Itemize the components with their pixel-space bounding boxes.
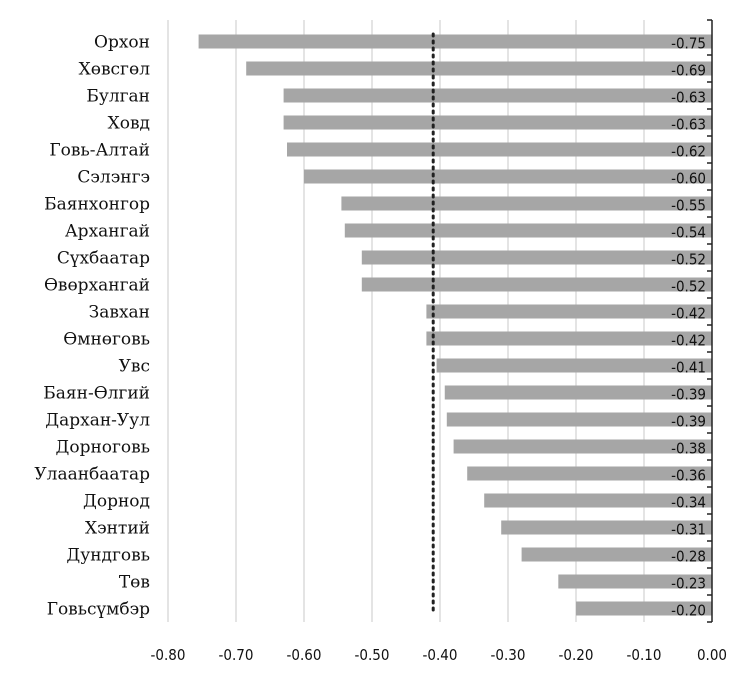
data-label: -0.52 [671,278,706,296]
category-label: Булган [86,87,150,107]
category-label: Хэнтий [85,519,150,539]
bar [426,331,712,346]
category-label: Өмнөговь [63,330,150,350]
category-label: Дархан-Уул [45,411,150,431]
data-label: -0.69 [671,62,706,80]
category-label: Баянхонгор [44,195,150,215]
bar [576,601,712,616]
data-label: -0.42 [671,332,706,350]
x-tick-label: -0.10 [627,646,662,664]
data-label: -0.60 [671,170,706,188]
x-tick-label: -0.40 [423,646,458,664]
data-label: -0.75 [671,35,706,53]
category-label: Улаанбаатар [34,465,150,485]
bar [361,277,712,292]
category-label: Говьсүмбэр [47,600,150,620]
x-tick-label: -0.80 [151,646,186,664]
category-label: Увс [119,357,150,377]
bar [246,61,712,76]
x-tick-labels: -0.80 -0.70 -0.60 -0.50 -0.40 -0.30 -0.20 -0.10… [151,646,727,664]
category-axis-ticks [707,19,712,623]
category-label: Говь-Алтай [49,141,150,161]
bar [361,250,712,265]
bar [344,223,712,238]
category-label: Дорнод [83,492,150,512]
category-label: Ховд [108,114,150,134]
data-label: -0.20 [671,602,706,620]
bar [558,574,712,589]
category-labels: Орхон Хөвсгөл Булган Ховд Говь-Алтай Сэлэнгэ Б… [34,33,150,620]
data-label: -0.63 [671,116,706,134]
category-label: Дундговь [66,546,150,566]
category-label: Төв [119,573,150,593]
category-label: Баян-Өлгий [43,384,150,404]
data-label: -0.54 [671,224,706,242]
data-label: -0.23 [671,575,706,593]
category-label: Өвөрхангай [44,276,150,296]
bar [467,466,712,481]
bar [426,304,712,319]
data-label: -0.62 [671,143,706,161]
bar [283,115,712,130]
x-tick-label: -0.30 [491,646,526,664]
data-label: -0.34 [671,494,706,512]
data-label: -0.55 [671,197,706,215]
data-label: -0.38 [671,440,706,458]
bar [521,547,712,562]
bar [501,520,712,535]
x-tick-label: 0.00 [697,646,727,664]
x-tick-label: -0.70 [219,646,254,664]
bar [444,385,712,400]
data-label: -0.31 [671,521,706,539]
category-label: Дорноговь [56,438,150,458]
bar [453,439,712,454]
x-tick-label: -0.20 [559,646,594,664]
x-tick-label: -0.50 [355,646,390,664]
bars [198,34,713,616]
data-label: -0.39 [671,413,706,431]
bar [436,358,712,373]
bar [341,196,712,211]
data-label: -0.42 [671,305,706,323]
category-label: Хөвсгөл [79,60,151,80]
category-label: Сэлэнгэ [77,168,150,188]
bar [198,34,713,49]
bar [287,142,712,157]
bar [484,493,712,508]
category-label: Орхон [94,33,150,53]
data-label: -0.28 [671,548,706,566]
bar [446,412,712,427]
data-labels: -0.75 -0.69 -0.63 -0.63 -0.62 -0.60 -0.55 -0.54… [671,35,706,620]
data-label: -0.39 [671,386,706,404]
data-label: -0.52 [671,251,706,269]
bar [304,169,712,184]
data-label: -0.36 [671,467,706,485]
category-label: Завхан [89,303,150,323]
data-label: -0.41 [671,359,706,377]
bar [283,88,712,103]
category-label: Сүхбаатар [57,249,150,269]
x-tick-label: -0.60 [287,646,322,664]
category-label: Архангай [65,222,150,242]
data-label: -0.63 [671,89,706,107]
